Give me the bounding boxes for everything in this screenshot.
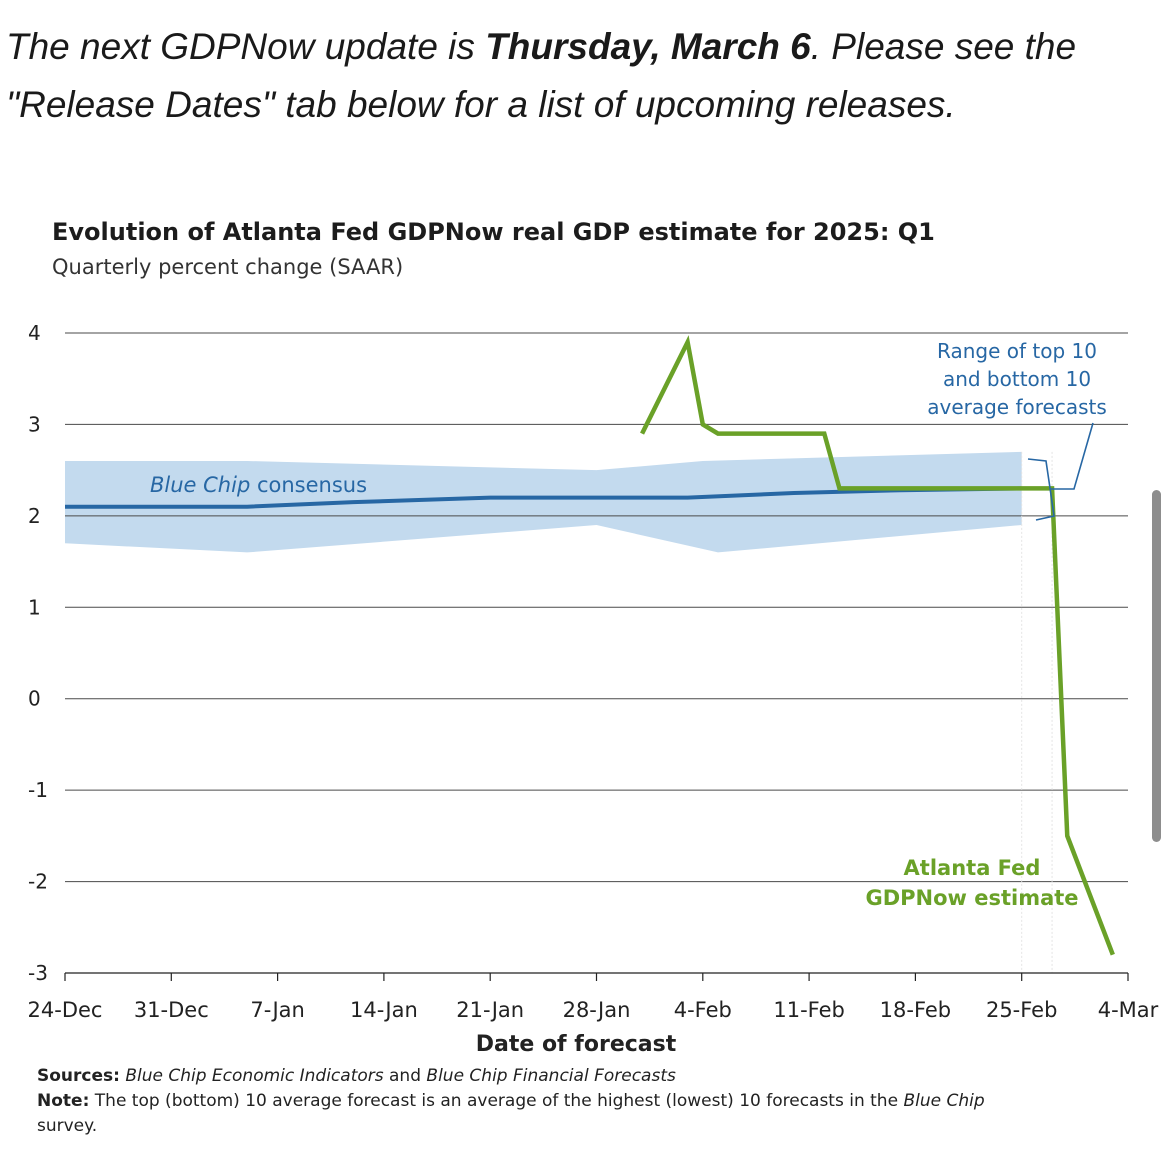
- sources-label: Sources:: [37, 1066, 120, 1086]
- consensus-label-italic: Blue Chip: [150, 473, 250, 497]
- x-tick-label: 31-Dec: [134, 998, 209, 1022]
- y-tick-label: -3: [28, 961, 48, 985]
- x-tick-label: 25-Feb: [986, 998, 1057, 1022]
- x-axis-title: Date of forecast: [476, 1032, 677, 1057]
- sources-line: Sources: Blue Chip Economic Indicators a…: [37, 1064, 1047, 1089]
- range-bracket: [1027, 458, 1055, 521]
- sources-text-1: Blue Chip Economic Indicators: [125, 1066, 384, 1086]
- x-tick-label: 4-Mar: [1098, 998, 1159, 1022]
- x-tick-label: 11-Feb: [773, 998, 844, 1022]
- forecast-range-band: [65, 451, 1022, 553]
- note-text: The top (bottom) 10 average forecast is …: [89, 1091, 904, 1111]
- chart-subtitle: Quarterly percent change (SAAR): [52, 255, 404, 279]
- sources-text-2: Blue Chip Financial Forecasts: [426, 1066, 676, 1086]
- y-tick-label: -1: [28, 778, 48, 802]
- y-tick-label: 2: [28, 504, 41, 528]
- x-tick-label: 4-Feb: [674, 998, 732, 1022]
- gdpnow-label-line: Atlanta Fed: [904, 856, 1041, 880]
- page-scrollbar[interactable]: [1152, 490, 1161, 842]
- x-tick-label: 7-Jan: [250, 998, 304, 1022]
- y-tick-label: 3: [28, 412, 41, 436]
- blue-chip-consensus-line: [65, 486, 1022, 509]
- x-tick-label: 28-Jan: [563, 998, 631, 1022]
- x-tick-label: 21-Jan: [456, 998, 524, 1022]
- y-tick-label: -2: [28, 870, 48, 894]
- band-label-line: average forecasts: [927, 395, 1107, 419]
- gdpnow-label-line: GDPNow estimate: [865, 886, 1078, 910]
- note-italic: Blue Chip: [903, 1091, 985, 1111]
- notice-date: Thursday, March 6: [485, 26, 811, 67]
- note-end: survey.: [37, 1116, 98, 1136]
- gdpnow-chart: 4 3 2 1 0 -1 -2 -3 24-Dec 31-Dec 7-Jan 14-Jan 21-Ja…: [28, 321, 1159, 1057]
- gdpnow-estimate-line: [640, 335, 1115, 956]
- chart-title: Evolution of Atlanta Fed GDPNow real GDP…: [52, 218, 935, 246]
- band-label-line: Range of top 10: [937, 339, 1097, 363]
- update-notice: The next GDPNow update is Thursday, Marc…: [6, 18, 1156, 134]
- note-line: Note: The top (bottom) 10 average foreca…: [37, 1089, 1047, 1139]
- x-tick-label: 14-Jan: [350, 998, 418, 1022]
- y-tick-label: 0: [28, 687, 41, 711]
- consensus-label-rest: consensus: [250, 473, 367, 497]
- x-tick-label: 18-Feb: [880, 998, 951, 1022]
- sources-and: and: [383, 1066, 427, 1086]
- y-tick-label: 1: [28, 595, 41, 619]
- range-leader-line: [1051, 422, 1094, 490]
- chart-sources: Sources: Blue Chip Economic Indicators a…: [37, 1064, 1047, 1139]
- consensus-label: Blue Chip consensus: [150, 473, 367, 497]
- y-tick-label: 4: [28, 321, 41, 345]
- band-label-line: and bottom 10: [943, 367, 1091, 391]
- x-tick-label: 24-Dec: [28, 998, 103, 1022]
- notice-prefix: The next GDPNow update is: [6, 26, 486, 67]
- notice-suffix: . Please see the "Release Dates" tab bel…: [6, 26, 1077, 125]
- note-label: Note:: [37, 1091, 90, 1111]
